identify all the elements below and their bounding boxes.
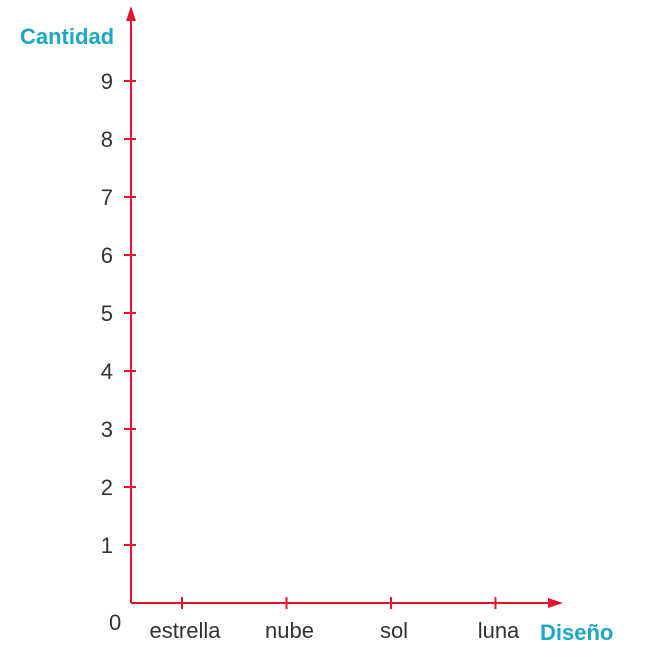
y-axis-title: Cantidad (20, 24, 114, 49)
y-tick-label: 3 (101, 417, 113, 442)
y-ticks: 1 2 3 4 5 6 7 8 9 (101, 69, 136, 558)
origin-label: 0 (109, 610, 121, 635)
y-tick-label: 8 (101, 127, 113, 152)
y-tick-label: 5 (101, 301, 113, 326)
x-tick-label: estrella (150, 618, 222, 643)
y-tick-label: 6 (101, 243, 113, 268)
y-tick-label: 7 (101, 185, 113, 210)
axes (126, 6, 563, 608)
x-tick-label: luna (478, 618, 520, 643)
y-tick-label: 9 (101, 69, 113, 94)
y-axis-arrow (126, 6, 136, 21)
y-tick-label: 2 (101, 475, 113, 500)
x-tick-label: sol (380, 618, 408, 643)
y-tick-label: 1 (101, 533, 113, 558)
y-tick-label: 4 (101, 359, 113, 384)
x-axis-title: Diseño (540, 620, 613, 645)
x-ticks: estrella nube sol luna (150, 597, 520, 643)
x-tick-label: nube (265, 618, 314, 643)
x-axis-arrow (548, 598, 563, 608)
